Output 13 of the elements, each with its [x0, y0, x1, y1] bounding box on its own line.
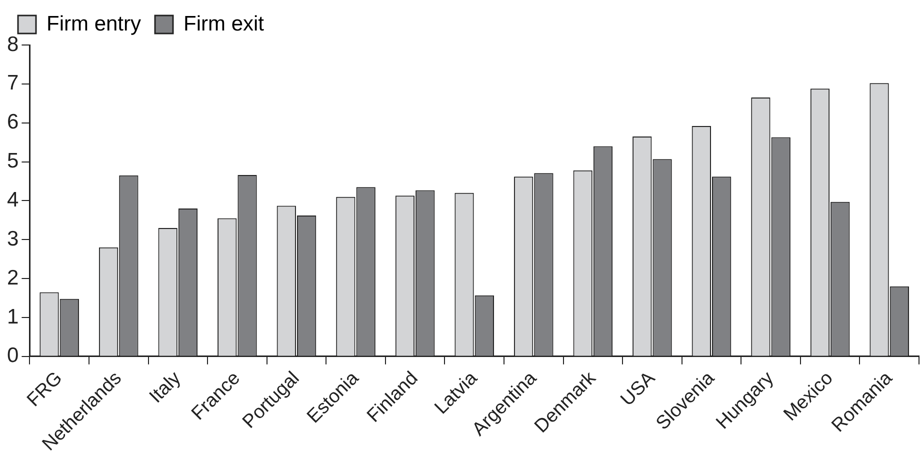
x-tick-label: Italy: [146, 368, 186, 408]
y-tick-label: 8: [6, 32, 19, 56]
y-tick-label: 2: [6, 266, 19, 290]
y-tick-label: 5: [6, 150, 19, 173]
x-tick-label: USA: [616, 368, 660, 410]
y-tick-label: 4: [6, 188, 19, 212]
y-tick-label: 0: [6, 344, 19, 368]
y-tick-label: 7: [6, 72, 19, 95]
y-tick-label: 6: [6, 110, 19, 134]
legend-label: Firm entry: [46, 12, 142, 36]
legend-label: Firm exit: [184, 12, 264, 36]
y-tick-label: 1: [6, 305, 19, 328]
y-tick-label: 3: [6, 227, 19, 250]
